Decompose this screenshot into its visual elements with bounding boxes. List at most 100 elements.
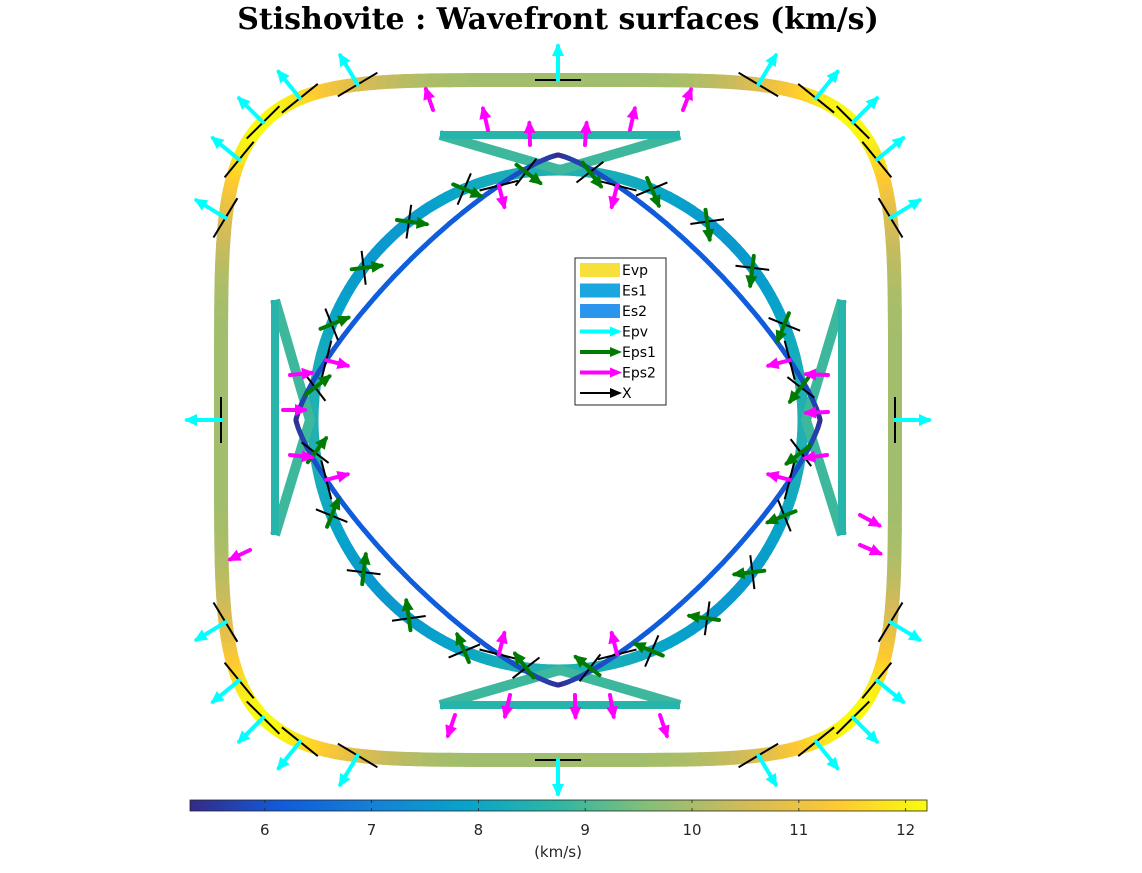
epv-arrow	[865, 730, 879, 744]
eps1-arrow	[745, 275, 758, 289]
legend-swatch-evp	[580, 263, 620, 277]
legend-swatch-epv-head	[610, 326, 622, 337]
es1-cusp	[270, 298, 315, 537]
eps1-arrow	[358, 551, 371, 565]
eps1-arrow	[370, 260, 385, 273]
epv-arrow	[237, 96, 251, 110]
eps2-arrow	[608, 195, 620, 210]
eps1-arrow	[788, 390, 801, 405]
eps1-arrow	[469, 186, 484, 198]
epv-arrow	[907, 198, 923, 211]
colorbar-tick-label: 10	[682, 821, 701, 839]
epv-arrow	[276, 756, 290, 771]
eps2-arrow	[867, 515, 882, 527]
eps2-arrow	[501, 705, 514, 720]
es1-cusp	[438, 130, 682, 175]
epv-arrow	[765, 773, 778, 788]
eps1-arrow	[336, 315, 352, 327]
eps2-arrow	[336, 357, 351, 369]
eps2-arrow	[681, 86, 693, 101]
eps2-arrow	[295, 404, 308, 416]
legend: Evp Es1 Es2 Epv Eps1 Eps2 X	[574, 257, 667, 406]
eps2-arrow	[608, 630, 620, 645]
eps2-arrow	[445, 724, 457, 739]
legend-swatch-es2	[580, 304, 620, 318]
epv-arrow	[891, 136, 906, 149]
epv-arrow	[193, 629, 209, 642]
epv-arrow	[193, 198, 209, 211]
epv-arrow	[338, 773, 351, 788]
colorbar-label: (km/s)	[534, 843, 582, 861]
eps1-arrow	[686, 611, 701, 624]
eps2-arrow	[301, 450, 315, 463]
eps1-arrow	[317, 374, 332, 388]
colorbar: 6 7 8 9 10 11 12 (km/s)	[189, 799, 928, 861]
legend-swatch-eps1-head	[610, 347, 622, 357]
eps1-arrow	[649, 194, 661, 209]
eps1-arrow	[702, 228, 715, 243]
colorbar-tick-label: 9	[580, 821, 590, 839]
legend-swatch-eps2-head	[610, 367, 622, 378]
epv-arrow	[765, 52, 778, 67]
eps2-arrow	[765, 357, 780, 369]
eps1-arrow	[573, 655, 588, 668]
es1-cusp	[438, 665, 682, 710]
eps2-arrow	[423, 86, 435, 101]
eps1-arrow	[315, 435, 328, 450]
colorbar-tick-label: 6	[260, 821, 270, 839]
eps2-arrow	[868, 544, 883, 556]
epv-arrow	[826, 756, 840, 771]
eps2-arrow	[523, 120, 536, 134]
eps2-arrow	[227, 549, 242, 561]
eps1-arrow	[329, 496, 341, 511]
eps2-arrow	[606, 705, 618, 720]
eps1-arrow	[590, 174, 603, 189]
eps1-arrow	[775, 329, 787, 344]
legend-label-x: X	[622, 386, 632, 402]
epv-arrow	[865, 96, 879, 110]
eps1-arrow	[632, 642, 647, 654]
legend-label-es2: Es2	[622, 304, 647, 320]
eps2-arrow	[803, 368, 817, 381]
colorbar-gradient	[189, 799, 928, 812]
epv-arrow	[552, 43, 564, 56]
legend-label-es1: Es1	[622, 284, 647, 300]
evp-wavefront-surface	[214, 73, 902, 767]
epv-arrow	[552, 784, 564, 797]
polarization-arrows	[184, 43, 932, 797]
eps1-arrow	[764, 513, 780, 525]
legend-label-epv: Epv	[622, 325, 648, 341]
epv-arrow	[919, 414, 932, 426]
eps2-arrow	[479, 105, 492, 120]
eps2-arrow	[765, 471, 780, 483]
legend-swatch-x-head	[610, 388, 622, 398]
es1-cusp	[801, 298, 847, 537]
eps1-arrow	[415, 216, 430, 229]
epv-arrow	[826, 69, 840, 84]
epv-arrow	[237, 730, 251, 744]
chart-title: Stishovite : Wavefront surfaces (km/s)	[237, 2, 879, 37]
eps2-arrow	[802, 450, 816, 463]
epv-arrow	[907, 629, 923, 642]
eps1-arrow	[784, 452, 799, 466]
legend-label-eps2: Eps2	[622, 366, 656, 382]
epv-arrow	[184, 414, 197, 426]
eps1-arrow	[455, 631, 467, 646]
legend-label-eps1: Eps1	[622, 345, 656, 361]
epv-arrow	[210, 691, 225, 704]
legend-label-evp: Evp	[622, 263, 648, 279]
colorbar-tick-label: 7	[367, 821, 377, 839]
eps2-arrow	[336, 471, 351, 483]
colorbar-tick-label: 8	[474, 821, 484, 839]
eps1-arrow	[513, 651, 526, 666]
es2-wavefront-surface	[293, 152, 823, 688]
epv-arrow	[276, 69, 290, 84]
colorbar-tick-label: 11	[789, 821, 808, 839]
eps2-arrow	[658, 724, 670, 739]
legend-swatch-es1	[580, 283, 620, 298]
epv-arrow	[891, 691, 906, 704]
eps1-arrow	[401, 597, 414, 612]
colorbar-tick-label: 12	[896, 821, 915, 839]
eps1-arrow	[731, 567, 746, 580]
